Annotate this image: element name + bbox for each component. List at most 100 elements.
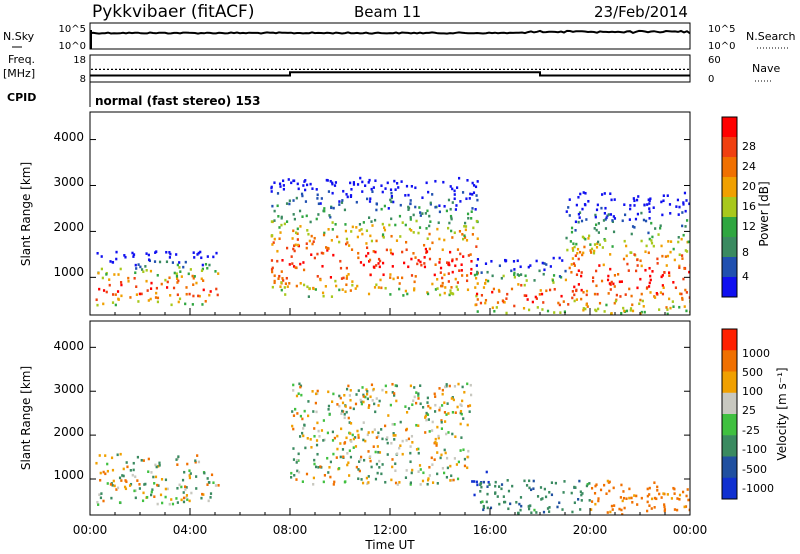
power-cell bbox=[200, 277, 203, 281]
power-cell bbox=[678, 264, 681, 268]
power-cell bbox=[453, 189, 456, 193]
velocity-cell bbox=[529, 488, 533, 492]
power-cell bbox=[409, 199, 412, 202]
power-cell bbox=[215, 287, 218, 291]
power-cell bbox=[290, 181, 293, 185]
velocity-cell bbox=[386, 453, 389, 456]
power-cell bbox=[276, 204, 279, 208]
velocity-cell bbox=[653, 506, 656, 509]
velocity-cell bbox=[685, 494, 688, 498]
power-cell bbox=[685, 219, 689, 222]
power-cell bbox=[437, 221, 440, 225]
power-cell bbox=[688, 202, 690, 206]
power-cell bbox=[587, 199, 590, 203]
power-cell bbox=[569, 240, 572, 243]
power-cell bbox=[505, 297, 508, 300]
velocity-cell bbox=[176, 463, 179, 466]
velocity-cell bbox=[366, 390, 369, 393]
velocity-cell bbox=[312, 476, 316, 480]
power-cell bbox=[389, 251, 393, 255]
power-cell bbox=[179, 270, 182, 273]
power-cell bbox=[484, 262, 488, 266]
power-cell bbox=[117, 297, 120, 301]
power-cell bbox=[523, 283, 526, 287]
velocity-cell bbox=[357, 436, 360, 439]
velocity-cell bbox=[391, 458, 394, 461]
power-cell bbox=[680, 237, 683, 241]
velocity-cell bbox=[411, 468, 414, 472]
velocity-cell bbox=[343, 441, 347, 444]
power-cell bbox=[288, 282, 291, 285]
power-cell bbox=[534, 295, 537, 299]
power-cell bbox=[505, 311, 508, 315]
velocity-cell bbox=[134, 489, 137, 492]
power-cell bbox=[270, 268, 274, 271]
power-cell bbox=[604, 227, 608, 230]
power-cell bbox=[431, 193, 434, 196]
velocity-cell bbox=[123, 485, 127, 489]
power-cell bbox=[399, 235, 402, 238]
power-cell bbox=[300, 192, 304, 196]
velocity-cell bbox=[445, 475, 449, 479]
velocity-cell bbox=[443, 401, 446, 405]
power-cell bbox=[135, 293, 139, 296]
power-cell bbox=[520, 283, 523, 287]
velocity-cell bbox=[443, 471, 446, 475]
power-y-axis-label: Slant Range [km] bbox=[19, 162, 33, 266]
power-cell bbox=[217, 272, 220, 275]
power-cell bbox=[649, 278, 652, 282]
power-cell bbox=[202, 279, 205, 282]
power-cell bbox=[449, 289, 452, 292]
power-cell bbox=[476, 180, 479, 183]
velocity-cell bbox=[456, 405, 459, 409]
power-cell bbox=[559, 275, 563, 279]
velocity-cell bbox=[362, 393, 365, 397]
power-cell bbox=[185, 292, 188, 296]
velocity-colorbar-frame bbox=[721, 328, 738, 500]
velocity-cell bbox=[345, 410, 348, 414]
power-cell bbox=[576, 251, 579, 255]
power-ytick-1000: 1000 bbox=[53, 265, 84, 279]
velocity-cell bbox=[175, 458, 178, 461]
velocity-cell bbox=[299, 414, 303, 418]
power-cell bbox=[212, 255, 215, 259]
velocity-cell bbox=[378, 466, 381, 469]
xtick-1200: 12:00 bbox=[373, 523, 408, 537]
power-cell bbox=[292, 229, 295, 233]
velocity-cell bbox=[290, 476, 293, 479]
power-cell bbox=[440, 284, 443, 288]
power-cell bbox=[605, 216, 608, 220]
velocity-cell bbox=[479, 501, 483, 504]
velocity-cell bbox=[322, 439, 325, 442]
power-cell bbox=[273, 219, 276, 222]
power-cell bbox=[669, 240, 673, 243]
velocity-cell bbox=[625, 497, 628, 501]
power-cell bbox=[441, 281, 444, 285]
power-cell bbox=[662, 286, 665, 290]
velocity-cell bbox=[422, 471, 425, 475]
power-cell bbox=[542, 272, 545, 276]
power-cell bbox=[623, 239, 626, 243]
power-cell bbox=[329, 179, 332, 183]
power-cell bbox=[644, 219, 648, 223]
power-cell bbox=[442, 180, 445, 184]
power-cell bbox=[134, 263, 137, 267]
velocity-cell bbox=[438, 406, 442, 410]
power-cell bbox=[297, 187, 300, 191]
power-cell bbox=[602, 219, 606, 222]
power-cell bbox=[111, 261, 115, 264]
velocity-cell bbox=[530, 511, 533, 515]
power-cell bbox=[577, 257, 580, 261]
power-cell bbox=[631, 309, 635, 313]
velocity-cell bbox=[395, 384, 399, 388]
velocity-cell bbox=[676, 508, 679, 512]
power-cell bbox=[315, 217, 318, 221]
power-cell bbox=[371, 190, 374, 194]
power-cell bbox=[626, 262, 629, 266]
power-cell bbox=[197, 294, 200, 298]
power-cell bbox=[307, 295, 310, 298]
velocity-cell bbox=[128, 484, 132, 487]
power-cell bbox=[463, 234, 466, 238]
power-cell bbox=[607, 274, 610, 278]
power-cell bbox=[559, 311, 562, 314]
